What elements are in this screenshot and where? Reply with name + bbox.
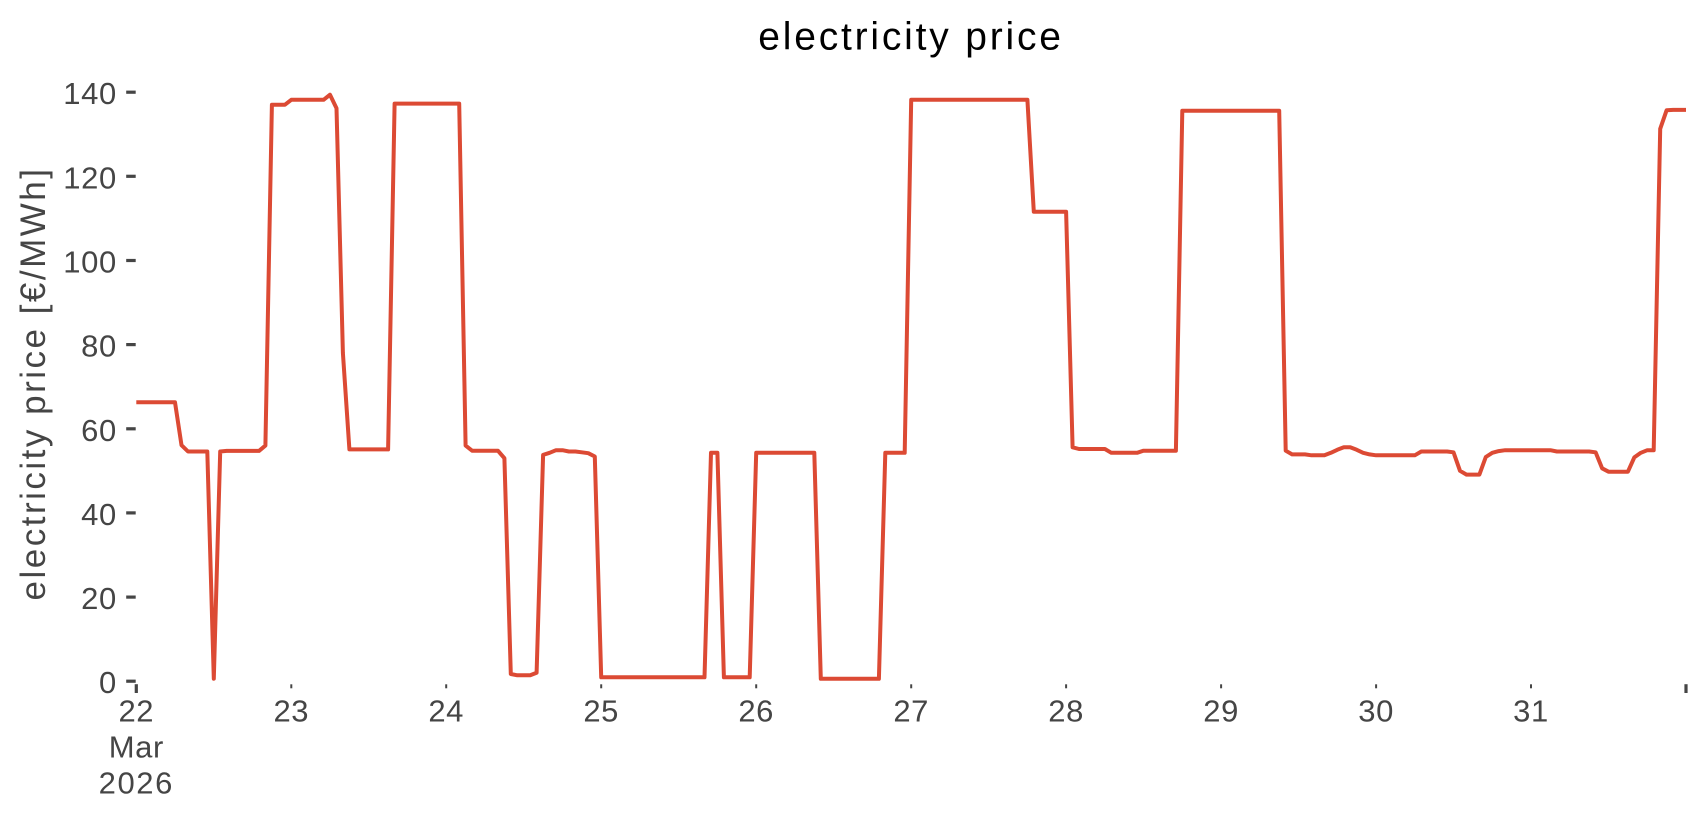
svg-text:23: 23 — [273, 694, 309, 729]
svg-text:electricity price: electricity price — [758, 16, 1064, 59]
svg-text:120: 120 — [63, 160, 117, 195]
svg-text:24: 24 — [428, 694, 464, 729]
svg-text:40: 40 — [81, 497, 117, 532]
svg-text:30: 30 — [1358, 694, 1394, 729]
svg-text:80: 80 — [81, 329, 117, 364]
svg-text:27: 27 — [893, 694, 929, 729]
svg-text:20: 20 — [81, 581, 117, 616]
svg-text:22: 22 — [118, 694, 154, 729]
svg-text:28: 28 — [1048, 694, 1084, 729]
svg-text:60: 60 — [81, 413, 117, 448]
svg-text:25: 25 — [583, 694, 619, 729]
svg-text:31: 31 — [1513, 694, 1549, 729]
svg-text:26: 26 — [738, 694, 774, 729]
svg-text:29: 29 — [1203, 694, 1239, 729]
svg-text:140: 140 — [63, 76, 117, 111]
svg-text:2026: 2026 — [99, 766, 174, 801]
svg-text:Mar: Mar — [109, 730, 164, 765]
svg-text:0: 0 — [99, 665, 117, 700]
svg-text:100: 100 — [63, 245, 117, 280]
svg-text:electricity price [€/MWh]: electricity price [€/MWh] — [14, 167, 53, 601]
